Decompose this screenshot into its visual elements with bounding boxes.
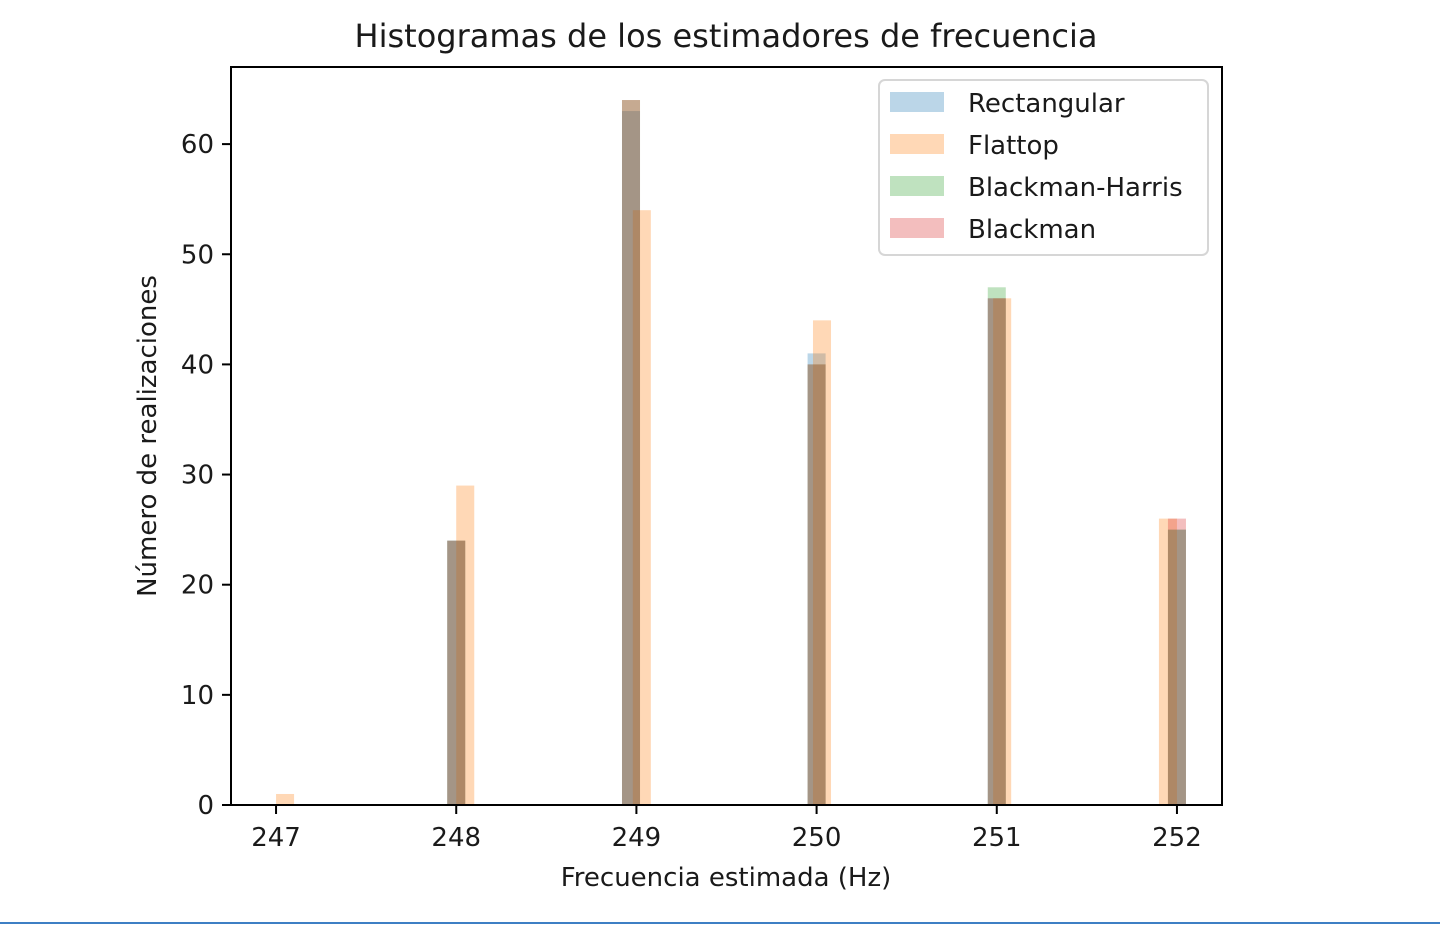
- histogram-bar: [621, 111, 641, 806]
- histogram-bar: [276, 793, 295, 805]
- histogram-bar: [447, 540, 466, 805]
- x-axis: 247 248 249 250 251 252: [251, 805, 1202, 853]
- x-tick-label: 248: [431, 823, 481, 853]
- x-tick-label: 250: [792, 823, 842, 853]
- legend-label: Blackman: [968, 215, 1096, 245]
- legend-swatch: [890, 92, 944, 112]
- histogram-bar: [1158, 518, 1177, 805]
- x-tick-label: 249: [612, 823, 662, 853]
- y-tick-label: 20: [181, 571, 214, 601]
- x-axis-label: Frecuencia estimada (Hz): [561, 863, 892, 893]
- legend-label: Rectangular: [968, 89, 1125, 119]
- histogram-bar: [987, 298, 1006, 805]
- x-tick-label: 247: [251, 823, 301, 853]
- y-axis-label: Número de realizaciones: [133, 275, 163, 597]
- legend-swatch: [890, 218, 944, 238]
- legend-label: Flattop: [968, 131, 1059, 161]
- chart-title: Histogramas de los estimadores de frecue…: [355, 17, 1098, 55]
- x-tick-label: 252: [1152, 823, 1202, 853]
- cell-divider: [0, 922, 1440, 924]
- histogram-bar: [632, 210, 651, 805]
- histogram-bar: [1167, 529, 1186, 805]
- series-flattop: [276, 210, 1177, 805]
- y-tick-label: 40: [181, 350, 214, 380]
- y-tick-label: 10: [181, 681, 214, 711]
- histogram-bar: [1167, 518, 1186, 805]
- legend: Rectangular Flattop Blackman-Harris Blackma…: [878, 79, 1209, 256]
- y-tick-label: 30: [181, 461, 214, 491]
- histogram-bar: [987, 298, 1006, 805]
- series-blackman: [447, 100, 1186, 805]
- y-axis: 0 10 20 30 40 50 60: [181, 130, 231, 821]
- histogram-bar: [993, 298, 1012, 805]
- histogram-bar: [807, 364, 826, 805]
- histogram-bars: [276, 100, 1186, 806]
- y-tick-label: 60: [181, 130, 214, 160]
- histogram-bar: [807, 364, 826, 805]
- y-tick-label: 0: [197, 791, 214, 821]
- legend-label: Blackman-Harris: [968, 173, 1183, 203]
- series-rectangular: [447, 111, 1186, 806]
- plot-frame: [230, 66, 1223, 806]
- legend-frame: [878, 79, 1209, 256]
- histogram-bar: [621, 100, 641, 805]
- series-blackman-harris: [447, 100, 1186, 806]
- legend-swatch: [890, 176, 944, 196]
- histogram-bar: [447, 540, 466, 805]
- histogram-bar: [621, 100, 641, 805]
- histogram-bar: [456, 485, 475, 805]
- legend-swatch: [890, 134, 944, 154]
- histogram-bar: [807, 353, 826, 805]
- histogram-bar: [987, 287, 1006, 806]
- histogram-bar: [812, 320, 832, 805]
- histogram-bar: [1167, 529, 1186, 805]
- histogram-bar: [447, 540, 466, 805]
- y-tick-label: 50: [181, 240, 214, 270]
- x-tick-label: 251: [972, 823, 1022, 853]
